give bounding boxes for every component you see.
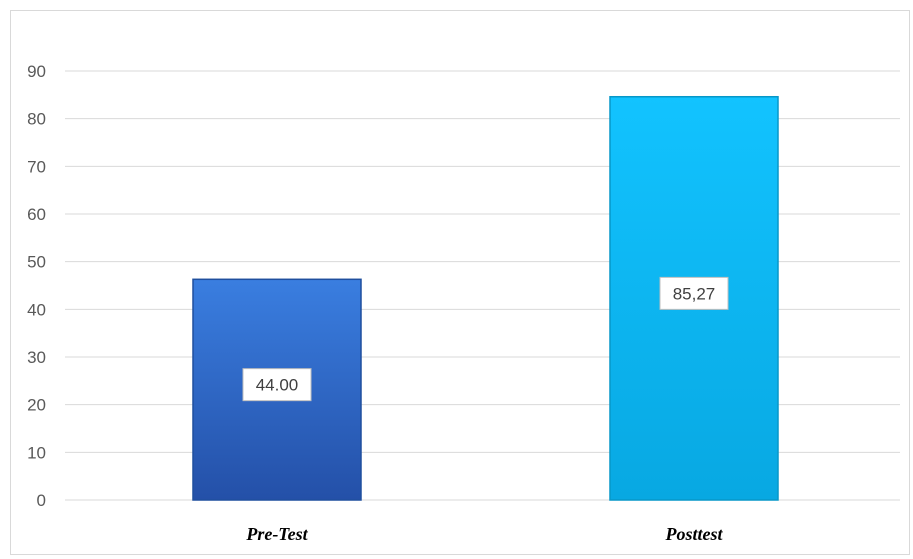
y-tick-label: 60 xyxy=(27,205,46,224)
data-label: 44.00 xyxy=(242,368,312,402)
y-tick-label: 50 xyxy=(27,253,46,272)
data-label: 85,27 xyxy=(659,276,729,310)
x-category-label: Posttest xyxy=(665,524,724,544)
data-label-box xyxy=(659,276,729,310)
data-label-box xyxy=(242,368,312,402)
data-label-text: 85,27 xyxy=(673,284,716,303)
data-labels: 44.00 85,27 xyxy=(242,276,729,402)
x-axis-categories: Pre-Test Posttest xyxy=(245,524,723,544)
y-tick-label: 0 xyxy=(37,491,46,510)
y-tick-label: 40 xyxy=(27,300,46,319)
y-axis-ticks: 0 10 20 30 40 50 60 70 80 90 xyxy=(27,62,46,510)
y-tick-label: 30 xyxy=(27,348,46,367)
x-category-label: Pre-Test xyxy=(245,524,308,544)
y-tick-label: 90 xyxy=(27,62,46,81)
y-tick-label: 70 xyxy=(27,157,46,176)
y-tick-label: 10 xyxy=(27,443,46,462)
y-tick-label: 20 xyxy=(27,396,46,415)
y-tick-label: 80 xyxy=(27,110,46,129)
data-label-text: 44.00 xyxy=(256,376,299,395)
